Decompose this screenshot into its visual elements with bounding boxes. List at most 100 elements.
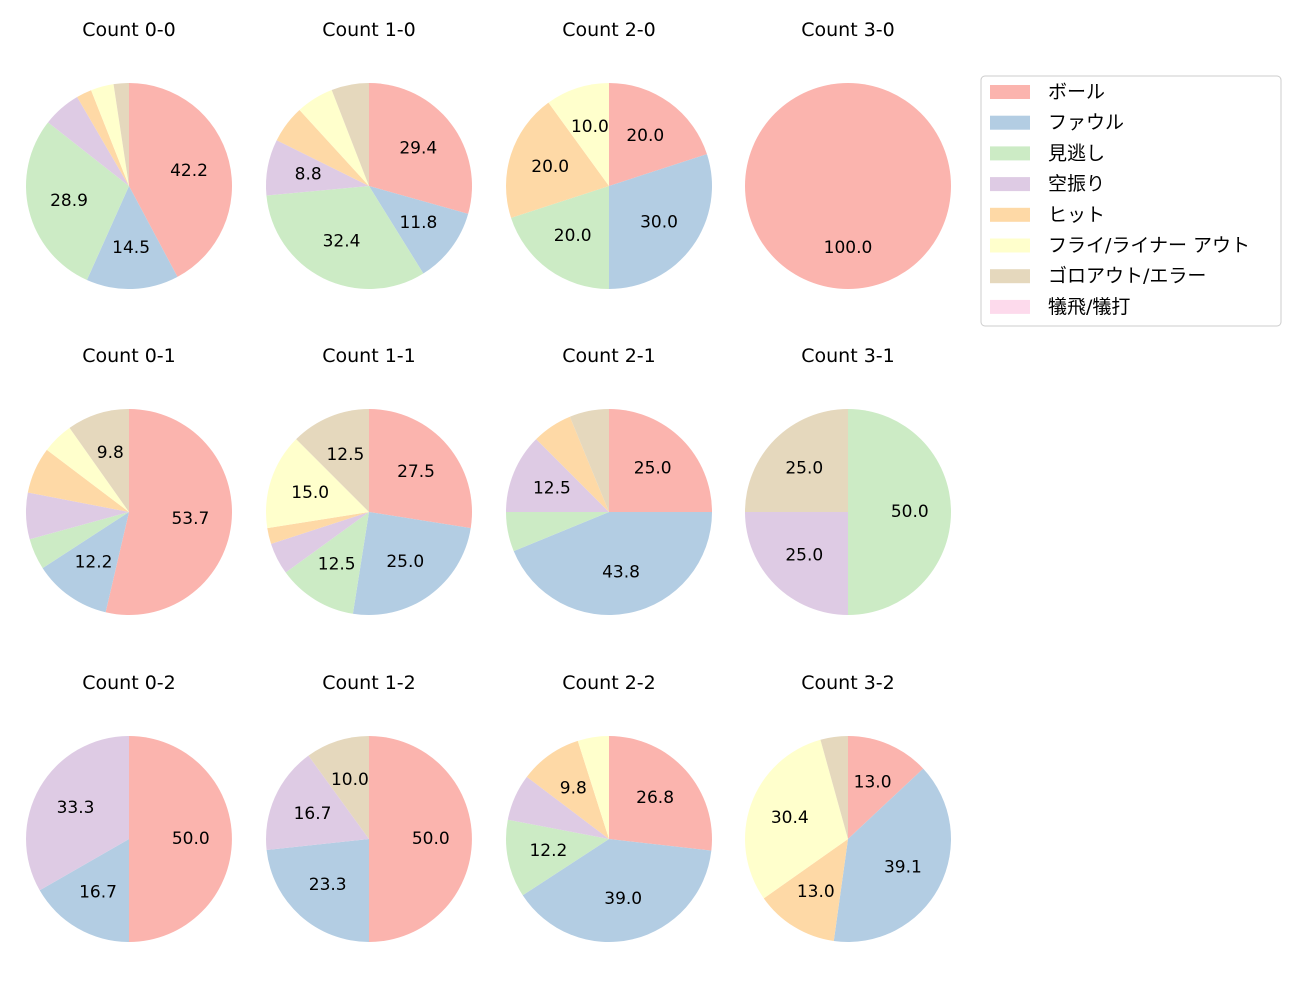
pie-slice-ボール xyxy=(848,736,924,839)
pie-value-label: 15.0 xyxy=(291,483,329,503)
pie-title: Count 1-1 xyxy=(322,345,416,367)
pie-title: Count 1-2 xyxy=(322,672,416,694)
pie-value-label: 28.9 xyxy=(50,191,88,211)
pie-value-label: 50.0 xyxy=(891,502,929,522)
pie-slice-ヒット xyxy=(276,109,369,186)
pie-7: Count 3-1 50.0 25.0 25.0 xyxy=(745,345,951,615)
pie-5: Count 1-1 27.5 25.0 12.5 15.0 12.5 xyxy=(266,345,472,615)
pie-value-label: 25.0 xyxy=(634,458,672,478)
pie-slice-ボール xyxy=(129,83,233,277)
pie-value-label: 32.4 xyxy=(323,231,361,251)
pie-value-label: 10.0 xyxy=(571,117,609,137)
pie-slice-見逃し xyxy=(505,819,609,896)
pie-value-label: 25.0 xyxy=(386,552,424,572)
pie-value-label: 42.2 xyxy=(170,161,208,181)
pie-slice-ヒット xyxy=(763,839,848,942)
pie-slice-フライ/ライナー アウト xyxy=(577,736,609,839)
pie-slice-フライ/ライナー アウト xyxy=(91,84,129,186)
legend-swatch xyxy=(990,207,1030,222)
pie-slice-ゴロアウト/エラー xyxy=(308,736,369,839)
pie-value-label: 12.5 xyxy=(326,445,364,465)
pie-title: Count 0-1 xyxy=(82,345,176,367)
pie-slice-ファウル xyxy=(86,186,178,290)
pie-slice-ゴロアウト/エラー xyxy=(331,83,369,186)
pie-value-label: 25.0 xyxy=(785,458,823,478)
pie-slice-ファウル xyxy=(609,154,713,289)
pie-title: Count 0-0 xyxy=(82,19,176,41)
pie-3: Count 3-0 100.0 xyxy=(745,19,951,289)
pie-slice-ヒット xyxy=(27,449,130,512)
pie-slice-ヒット xyxy=(77,90,129,186)
pie-slice-ゴロアウト/エラー xyxy=(820,736,848,839)
pie-slice-空振り xyxy=(48,97,130,186)
legend-swatch xyxy=(990,85,1030,99)
pie-2: Count 2-020.030.020.020.010.0 xyxy=(505,19,713,289)
pie-slice-フライ/ライナー アウト xyxy=(548,83,609,186)
pie-slice-ファウル xyxy=(266,839,369,942)
pie-slice-ファウル xyxy=(369,186,469,274)
pie-slice-空振り xyxy=(745,512,848,615)
pie-8: Count 0-2 50.0 16.7 33.3 xyxy=(26,672,232,942)
pie-slice-空振り xyxy=(271,512,369,573)
pie-value-label: 12.5 xyxy=(318,555,356,575)
pie-title: Count 2-0 xyxy=(562,19,656,41)
pie-9: Count 1-2 50.0 23.3 16.7 10.0 xyxy=(266,672,472,942)
pie-value-label: 100.0 xyxy=(824,238,873,258)
legend-label: 見逃し xyxy=(1048,142,1105,164)
pie-slice-ボール xyxy=(369,409,472,529)
legend-frame xyxy=(980,75,1282,327)
legend-label: ゴロアウト/エラー xyxy=(1048,265,1206,287)
pie-value-label: 8.8 xyxy=(295,165,322,185)
pie-slice-フライ/ライナー アウト xyxy=(266,439,369,529)
pie-value-label: 14.5 xyxy=(112,238,150,258)
legend-label: 犠飛/犠打 xyxy=(1048,296,1130,318)
pie-slice-ファウル xyxy=(352,512,471,615)
pie-value-label: 30.4 xyxy=(771,808,809,828)
pie-value-label: 43.8 xyxy=(602,563,640,583)
pie-slice-フライ/ライナー アウト xyxy=(744,739,848,899)
pie-slice-ファウル xyxy=(522,839,712,943)
pie-slice-ボール xyxy=(105,409,232,615)
pie-slice-ボール xyxy=(129,736,232,942)
pie-slice-ゴロアウト/エラー xyxy=(296,409,369,512)
pie-value-label: 20.0 xyxy=(554,226,592,246)
pie-slice-フライ/ライナー アウト xyxy=(46,427,129,512)
pie-value-label: 26.8 xyxy=(636,788,674,808)
pie-slice-空振り xyxy=(265,140,369,196)
pie-value-label: 33.3 xyxy=(57,798,95,818)
pie-value-label: 16.7 xyxy=(79,883,117,903)
pie-value-label: 12.5 xyxy=(533,478,571,498)
pie-value-label: 13.0 xyxy=(797,882,835,902)
legend-swatch xyxy=(990,238,1030,253)
legend-label: 空振り xyxy=(1048,173,1105,195)
pie-value-label: 23.3 xyxy=(309,875,347,895)
legend-label: ボール xyxy=(1048,81,1105,103)
pie-title: Count 2-1 xyxy=(562,345,656,367)
pie-value-label: 12.2 xyxy=(75,553,113,573)
pie-slice-空振り xyxy=(507,776,609,839)
pie-value-label: 9.8 xyxy=(560,779,587,799)
pie-slice-ヒット xyxy=(526,740,609,839)
pie-slice-見逃し xyxy=(25,122,129,281)
pie-slice-見逃し xyxy=(266,186,424,289)
pie-6: Count 2-1 25.0 43.8 12.5 xyxy=(506,345,712,615)
pie-slice-ファウル xyxy=(513,512,712,615)
pie-slice-ゴロアウト/エラー xyxy=(569,409,609,512)
pie-value-label: 27.5 xyxy=(397,462,435,482)
legend-swatch xyxy=(990,115,1030,130)
pie-slice-ゴロアウト/エラー xyxy=(69,409,129,512)
pie-slice-ヒット xyxy=(267,512,369,544)
pie-11: Count 3-2 13.0 39.1 13.0 30.4 xyxy=(744,672,952,942)
pie-slice-見逃し xyxy=(848,409,951,615)
pie-0: Count 0-0 42.2 14.5 28.9 xyxy=(25,19,233,290)
pie-4: Count 0-1 53.7 12.2 9.8 xyxy=(26,345,232,615)
pie-slice-ヒット xyxy=(505,102,609,218)
pie-value-label: 11.8 xyxy=(399,213,437,233)
pie-value-label: 39.1 xyxy=(884,858,922,878)
pie-title: Count 0-2 xyxy=(82,672,176,694)
pie-value-label: 50.0 xyxy=(172,829,210,849)
pie-value-label: 13.0 xyxy=(854,772,892,792)
pie-slice-ゴロアウト/エラー xyxy=(745,409,848,512)
